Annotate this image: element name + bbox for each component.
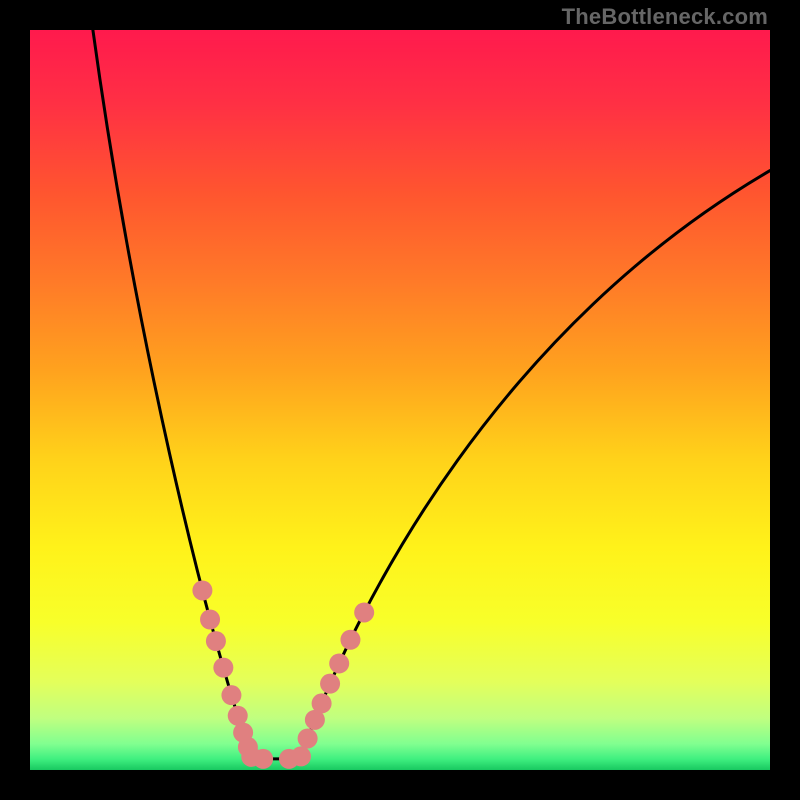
- chart-stage: TheBottleneck.com: [0, 0, 800, 800]
- data-marker: [329, 653, 349, 673]
- bottleneck-curve: [93, 30, 770, 759]
- data-marker: [206, 631, 226, 651]
- curve-layer: [30, 30, 770, 770]
- data-marker: [320, 674, 340, 694]
- data-marker: [213, 658, 233, 678]
- data-marker: [354, 602, 374, 622]
- data-marker: [200, 610, 220, 630]
- data-marker: [340, 630, 360, 650]
- data-marker: [253, 749, 273, 769]
- data-marker: [298, 728, 318, 748]
- plot-area: [30, 30, 770, 770]
- watermark-text: TheBottleneck.com: [562, 4, 768, 30]
- data-marker: [221, 685, 241, 705]
- data-marker: [192, 580, 212, 600]
- data-marker: [279, 749, 299, 769]
- data-marker: [312, 693, 332, 713]
